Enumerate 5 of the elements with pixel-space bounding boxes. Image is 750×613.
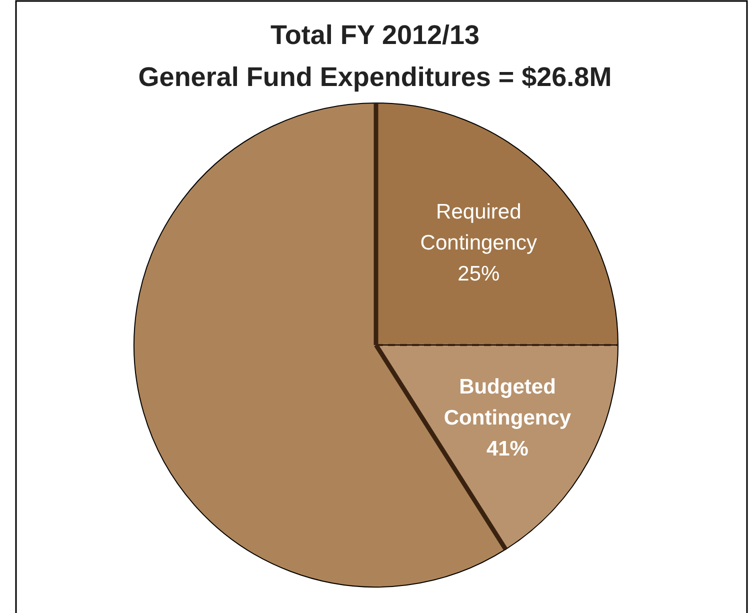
slice-label: Required Contingency: [420, 200, 538, 254]
chart-title: Total FY 2012/13: [270, 20, 480, 50]
chart-subtitle: General Fund Expenditures = $26.8M: [138, 62, 612, 92]
text: Budgeted Contingency 41%: [444, 375, 572, 460]
data-label: 25%: [458, 262, 500, 286]
